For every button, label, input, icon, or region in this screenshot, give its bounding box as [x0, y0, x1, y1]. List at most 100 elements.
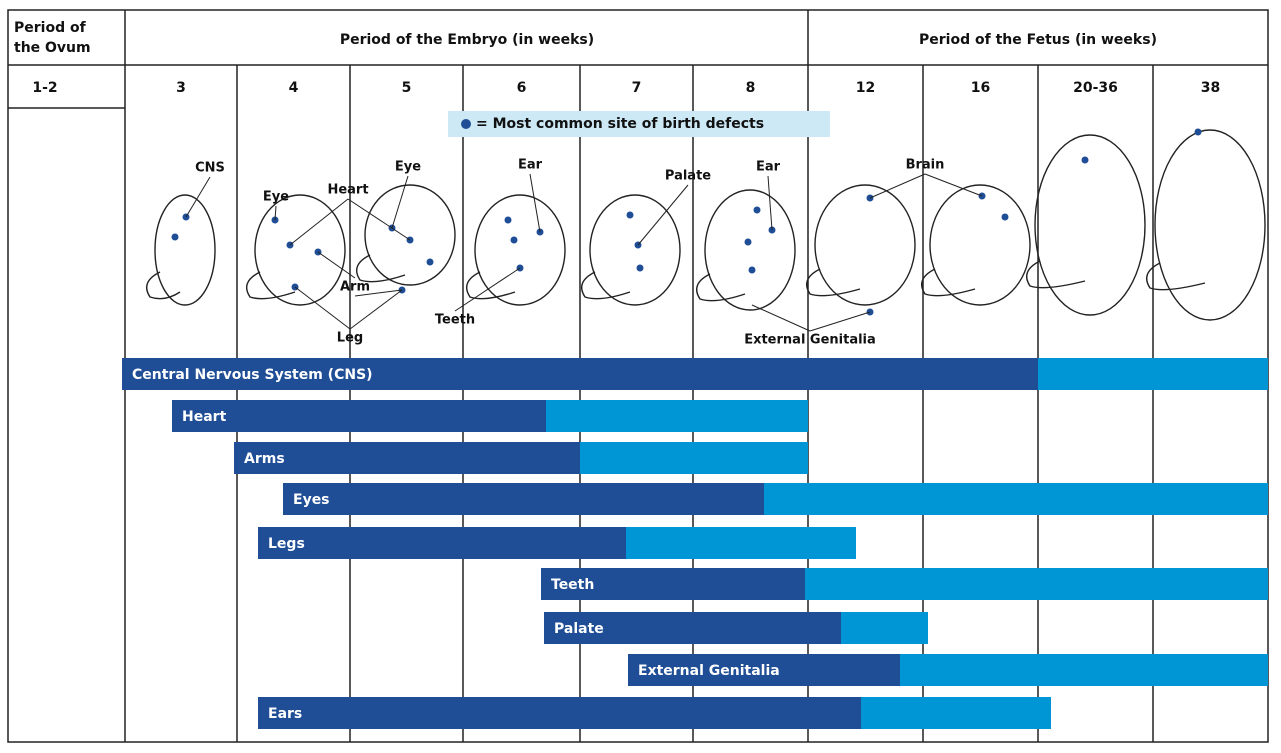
defect-site — [1001, 213, 1009, 221]
pointer-line — [349, 289, 403, 330]
defect-site — [1081, 156, 1089, 164]
minor-defect-period — [546, 400, 808, 432]
week-label: 1-2 — [32, 80, 57, 96]
embryo-sketch — [474, 194, 566, 306]
legend-box — [448, 111, 830, 137]
pointer-line — [354, 289, 403, 297]
embryo-sketch — [1154, 129, 1266, 321]
embryo-sketch — [1034, 134, 1146, 316]
embryo-limb — [806, 268, 861, 297]
minor-defect-period — [841, 612, 928, 644]
site-label: Heart — [327, 183, 368, 198]
embryo-sketch — [929, 184, 1031, 306]
defect-site — [1194, 128, 1202, 136]
minor-defect-period — [580, 442, 808, 474]
week-label: 7 — [632, 80, 642, 96]
minor-defect-period — [861, 697, 1051, 729]
pointer-line — [869, 173, 926, 199]
legend-text: = Most common site of birth defects — [476, 116, 764, 132]
site-label: Brain — [906, 158, 945, 173]
major-defect-period — [172, 400, 546, 432]
bar-label: Central Nervous System (CNS) — [132, 367, 373, 383]
site-label: Palate — [665, 169, 711, 184]
defect-site — [753, 206, 761, 214]
embryo-sketch — [154, 194, 216, 306]
minor-defect-period — [626, 527, 856, 559]
fetus-header: Period of the Fetus (in weeks) — [919, 32, 1157, 48]
minor-defect-period — [1038, 358, 1268, 390]
week-label: 16 — [971, 80, 990, 96]
week-label: 38 — [1201, 80, 1220, 96]
week-label: 6 — [517, 80, 527, 96]
pointer-line — [274, 205, 277, 221]
bar-label: Arms — [244, 451, 285, 467]
embryo-limb — [466, 271, 516, 300]
embryo-sketch — [589, 194, 681, 306]
week-label: 4 — [289, 80, 299, 96]
bar-label: Eyes — [293, 492, 330, 508]
embryo-limb — [356, 254, 406, 283]
pointer-line — [347, 198, 411, 241]
week-label: 12 — [856, 80, 875, 96]
major-defect-period — [283, 483, 764, 515]
minor-defect-period — [805, 568, 1268, 600]
pointer-line — [924, 173, 983, 197]
major-defect-period — [258, 697, 861, 729]
ovum-header: Period of — [14, 20, 87, 36]
site-label: Eye — [395, 160, 421, 175]
pointer-line — [391, 175, 409, 229]
minor-defect-period — [764, 483, 1268, 515]
major-defect-period — [628, 654, 900, 686]
week-label: 5 — [402, 80, 412, 96]
defect-site — [171, 233, 179, 241]
pointer-line — [294, 286, 351, 330]
defect-site — [426, 258, 434, 266]
pointer-line — [637, 184, 689, 246]
bar-label: External Genitalia — [638, 663, 780, 679]
pointer-line — [289, 198, 349, 246]
embryo-limb — [246, 271, 296, 300]
bar-label: Heart — [182, 409, 227, 425]
embryo-sketch — [704, 189, 796, 311]
pointer-line — [454, 267, 521, 312]
embryo-sketch — [814, 184, 916, 306]
embryo-limb — [696, 273, 746, 302]
defect-site — [636, 264, 644, 272]
bar-label: Teeth — [551, 577, 594, 593]
embryo-limb — [1146, 262, 1206, 291]
major-defect-period — [544, 612, 841, 644]
defect-site — [744, 238, 752, 246]
site-label: Teeth — [435, 313, 475, 328]
pointer-line — [751, 304, 811, 332]
embryo-limb — [581, 271, 631, 300]
site-label: Ear — [518, 158, 543, 173]
week-label: 20-36 — [1073, 80, 1118, 96]
major-defect-period — [258, 527, 626, 559]
pointer-line — [809, 311, 871, 332]
defect-site — [510, 236, 518, 244]
pointer-line — [185, 176, 211, 218]
embryo-header: Period of the Embryo (in weeks) — [340, 32, 594, 48]
bar-label: Ears — [268, 706, 302, 722]
week-label: 8 — [746, 80, 756, 96]
defect-site — [504, 216, 512, 224]
site-label: Eye — [263, 190, 289, 205]
bar-label: Palate — [554, 621, 604, 637]
legend-dot — [461, 119, 471, 129]
embryo-sketch — [364, 184, 456, 286]
pointer-line — [767, 175, 773, 231]
minor-defect-period — [900, 654, 1268, 686]
pointer-line — [317, 251, 356, 279]
embryo-limb — [146, 271, 181, 300]
site-label: External Genitalia — [744, 333, 876, 348]
site-label: CNS — [195, 161, 225, 176]
bar-label: Legs — [268, 536, 305, 552]
major-defect-period — [234, 442, 580, 474]
major-defect-period — [541, 568, 805, 600]
pointer-line — [529, 173, 541, 233]
ovum-header: the Ovum — [14, 40, 91, 56]
site-label: Ear — [756, 160, 781, 175]
embryo-limb — [1026, 260, 1086, 289]
